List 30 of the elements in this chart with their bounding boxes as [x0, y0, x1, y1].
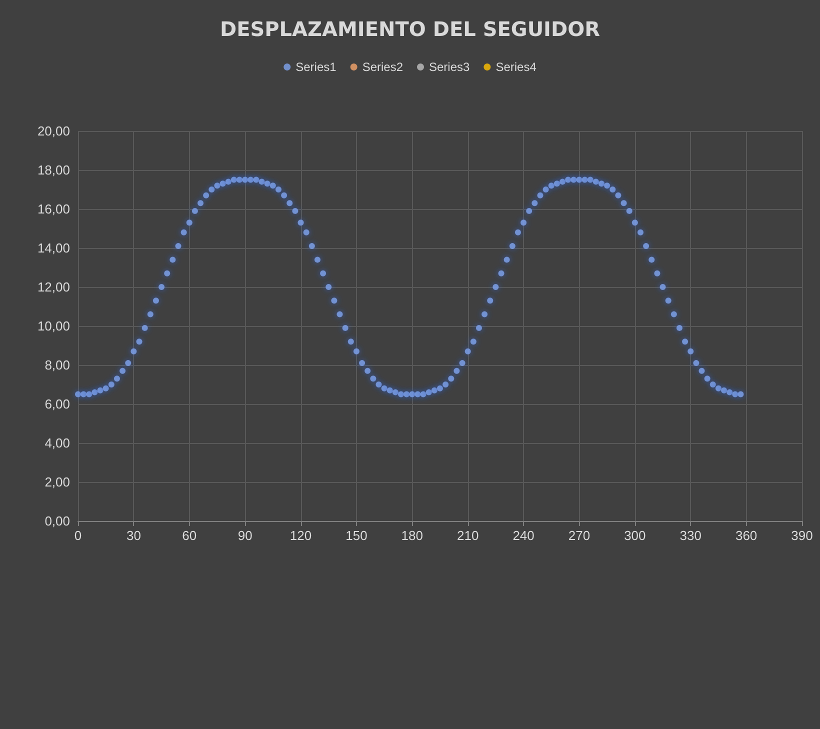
legend-label: Series3: [429, 60, 470, 74]
legend-label: Series4: [496, 60, 537, 74]
x-tick-label: 360: [735, 528, 758, 543]
x-tick-label: 210: [456, 528, 479, 543]
y-tick-label: 18,00: [37, 162, 70, 178]
x-tick-label: 330: [680, 528, 702, 543]
x-tick-label: 270: [568, 528, 590, 543]
x-tick-label: 240: [512, 528, 534, 543]
x-tick-label: 150: [346, 528, 368, 543]
x-tick-label: 180: [401, 528, 424, 543]
chart-title: DESPLAZAMIENTO DEL SEGUIDOR: [220, 17, 600, 41]
x-tick-label: 390: [791, 528, 813, 543]
x-tick-label: 120: [290, 528, 312, 543]
x-tick-label: 30: [126, 528, 141, 543]
y-tick-label: 2,00: [44, 474, 70, 490]
x-tick-label: 0: [74, 528, 82, 543]
legend-label: Series2: [362, 60, 404, 74]
y-tick-label: 16,00: [37, 202, 70, 216]
y-tick-label: 20,00: [37, 124, 70, 138]
y-tick-label: 6,00: [44, 396, 70, 412]
y-tick-label: 4,00: [44, 436, 70, 450]
legend-label: Series1: [296, 60, 337, 74]
x-tick-label: 300: [624, 528, 646, 543]
x-tick-label: 90: [238, 528, 252, 543]
y-tick-label: 12,00: [37, 280, 70, 294]
x-tick-label: 60: [182, 528, 197, 543]
y-tick-label: 10,00: [37, 318, 70, 334]
y-tick-label: 0,00: [44, 514, 70, 528]
y-tick-label: 14,00: [37, 240, 70, 256]
y-tick-label: 8,00: [44, 358, 70, 372]
